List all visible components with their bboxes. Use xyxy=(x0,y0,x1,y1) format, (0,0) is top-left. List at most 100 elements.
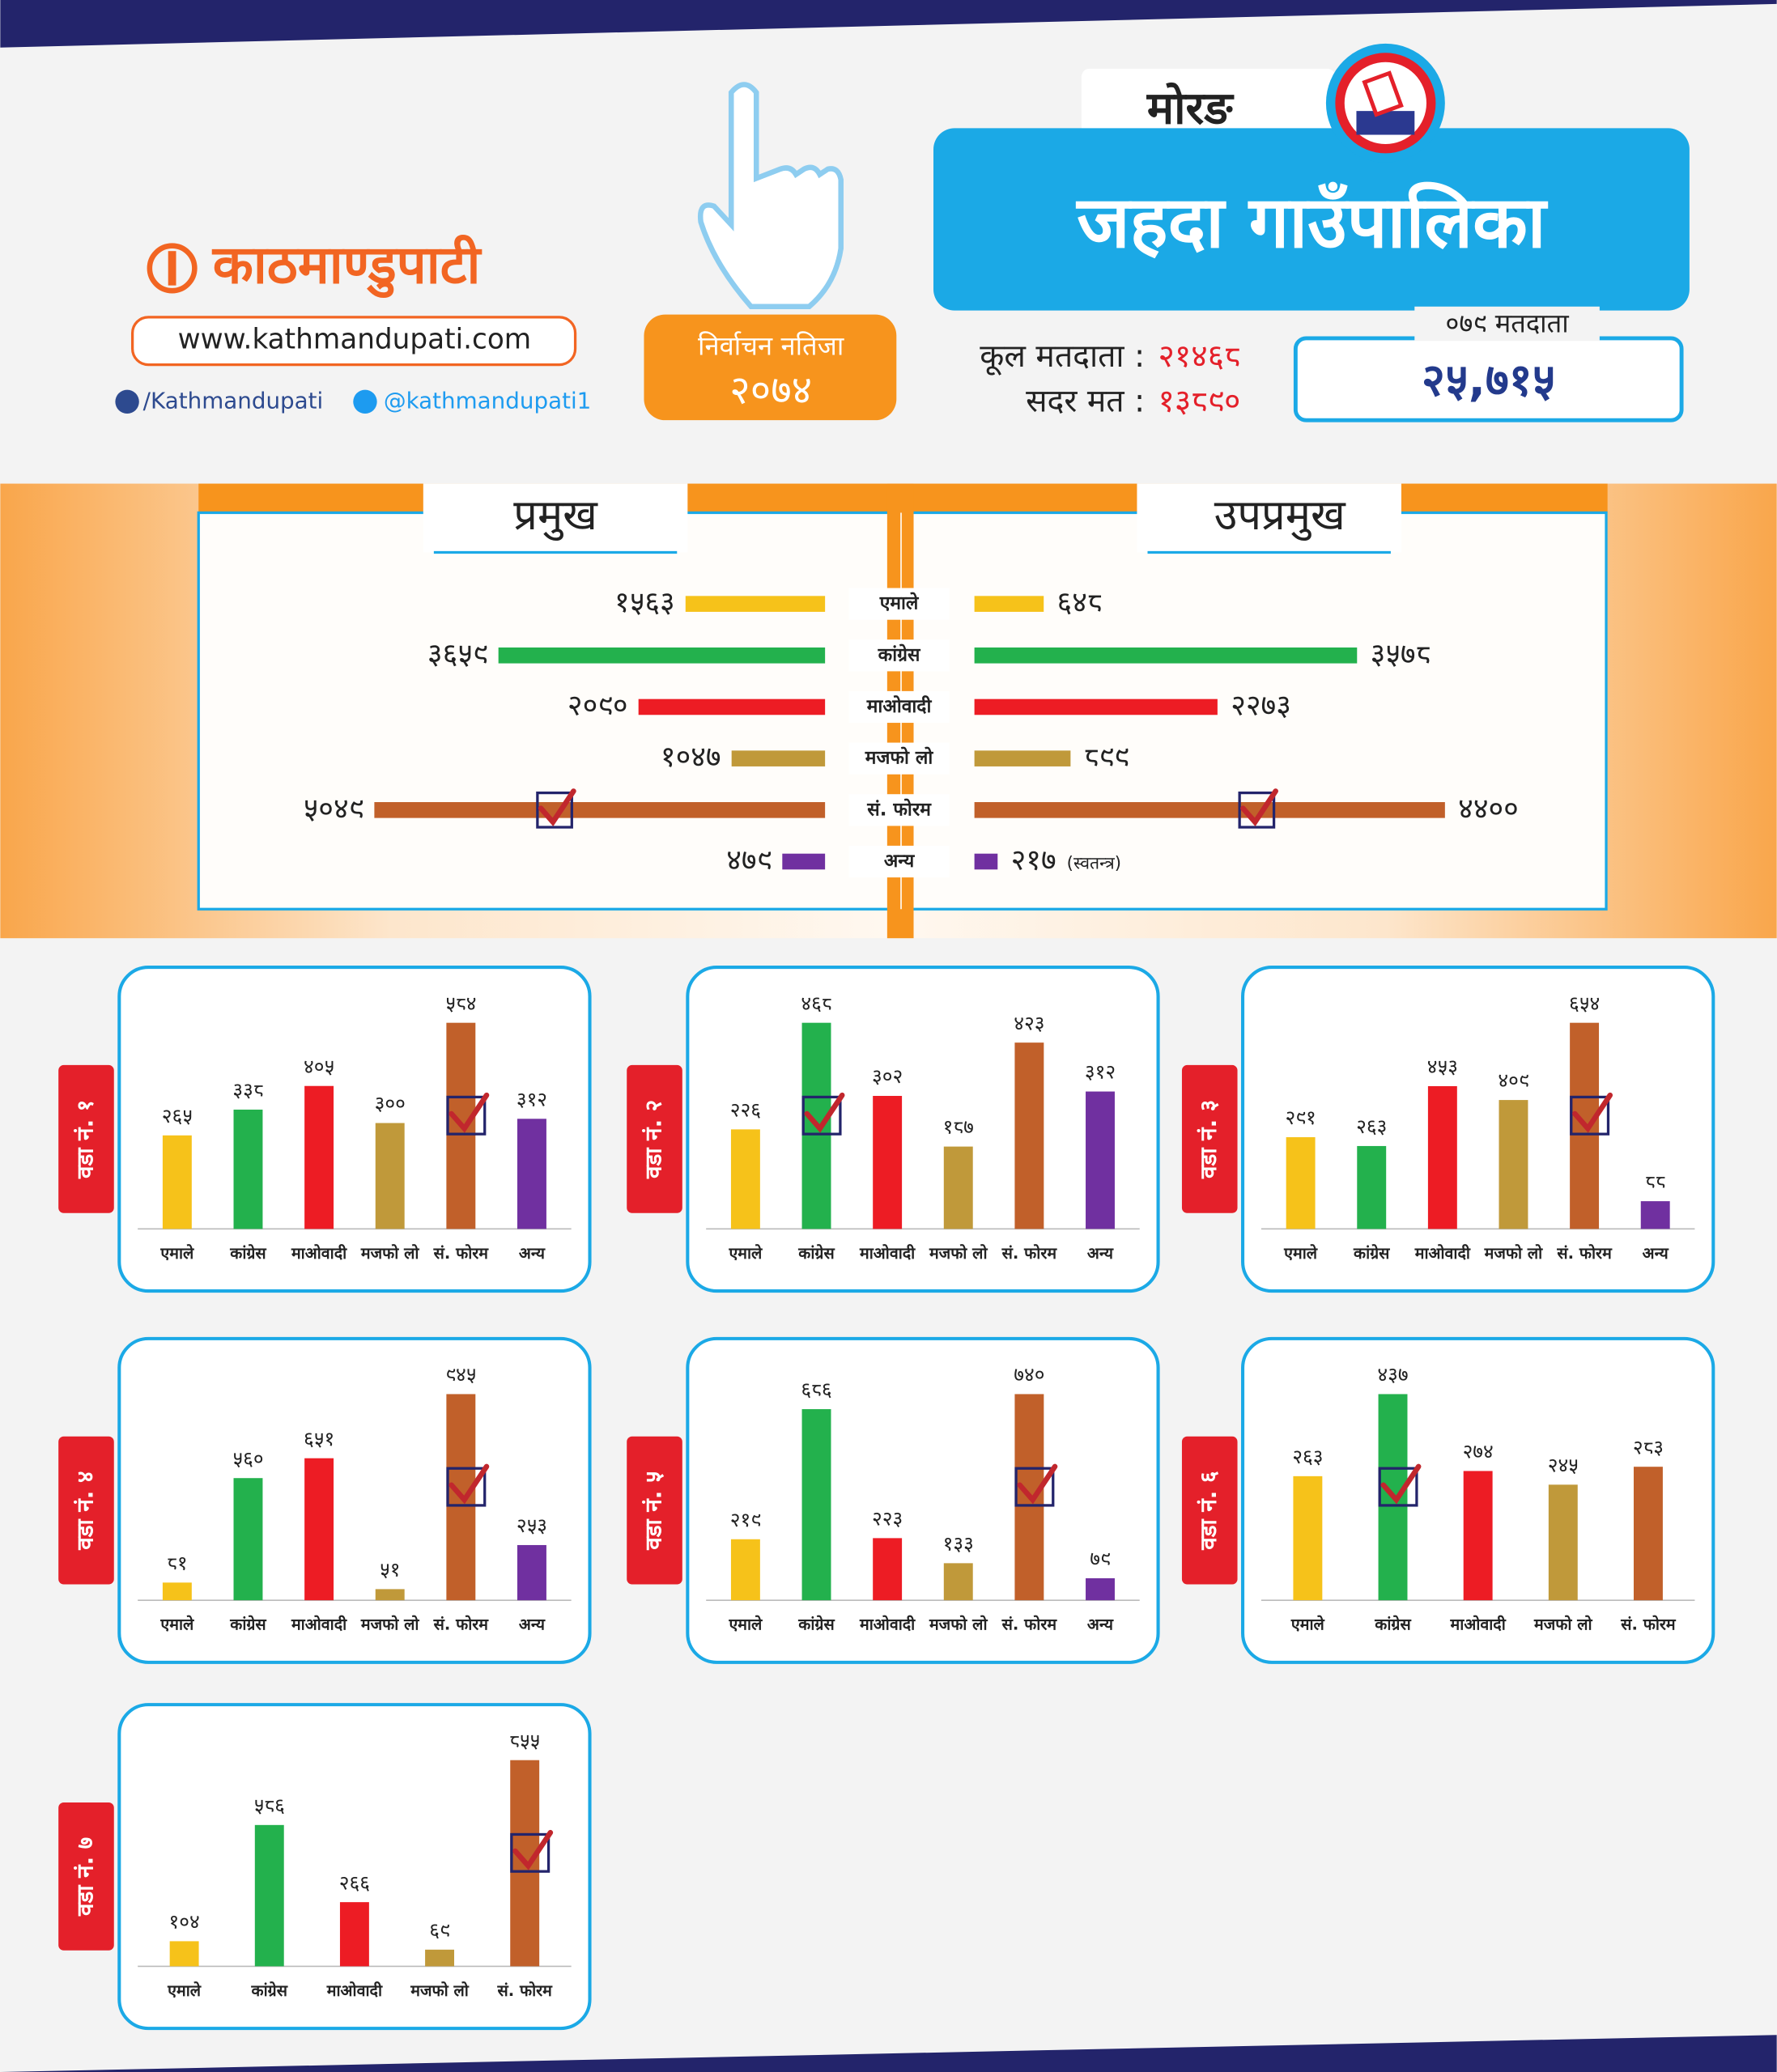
badge-year: २०७४ xyxy=(729,367,812,413)
bar xyxy=(1499,1100,1528,1229)
category-label: एमाले xyxy=(159,1616,194,1634)
category-label-box xyxy=(848,639,950,672)
category-label: मजफो लो xyxy=(865,747,934,769)
value-label: ३६५९ xyxy=(427,638,488,671)
ballot-paper xyxy=(1362,70,1404,117)
ward-title: वडा नं. ३ xyxy=(1195,1100,1222,1179)
voters-079-label: ०७९ मतदाता xyxy=(1445,308,1569,339)
bar xyxy=(517,1544,546,1601)
bar xyxy=(233,1478,263,1601)
category-label: सं. फोरम xyxy=(1620,1616,1677,1634)
bar xyxy=(339,1902,369,1967)
winner-box xyxy=(510,1832,551,1873)
category-label: कांग्रेस xyxy=(1353,1244,1390,1263)
value-label: ४३७ xyxy=(1377,1363,1408,1386)
deputy-tab xyxy=(1137,483,1401,553)
website-box xyxy=(130,316,577,367)
bar xyxy=(873,1096,903,1229)
value-label: ४६८ xyxy=(801,991,831,1015)
category-label: कांग्रेस xyxy=(251,1981,288,2000)
category-label: अन्य xyxy=(884,851,915,872)
category-label: अन्य xyxy=(1087,1244,1114,1263)
value-label: ३३८ xyxy=(232,1078,263,1102)
value-label: ६५४ xyxy=(1569,991,1600,1015)
value-label: १०४७ xyxy=(661,741,721,774)
category-label: सं. फोरम xyxy=(1001,1244,1058,1263)
winner-check xyxy=(1240,788,1278,827)
category-label: माओवादी xyxy=(1450,1616,1507,1634)
bar xyxy=(498,648,826,664)
voters-079: २५,७१५ xyxy=(1422,355,1555,407)
website: www.kathmandupati.com xyxy=(178,324,532,356)
value-label: ५६० xyxy=(232,1446,263,1470)
category-label: एमाले xyxy=(167,1981,202,2000)
bar xyxy=(1633,1467,1663,1601)
winner-box xyxy=(801,1095,842,1136)
category-label: सं. फोरम xyxy=(433,1244,490,1263)
category-label: मजफो लो xyxy=(360,1616,419,1634)
winner-box xyxy=(446,1467,487,1507)
winner-box xyxy=(1570,1095,1610,1136)
value-label: २६६ xyxy=(339,1870,370,1894)
bar xyxy=(517,1119,546,1229)
bar xyxy=(1640,1201,1670,1229)
value-label: ५०४९ xyxy=(304,792,364,826)
ward-panel xyxy=(686,1336,1160,1664)
value-label: २२७३ xyxy=(1231,689,1291,722)
municipality: जहदा गाउँपालिका xyxy=(1075,180,1549,264)
value-label: ५८६ xyxy=(254,1794,285,1817)
bar xyxy=(730,1129,760,1229)
ward-tag xyxy=(1181,1436,1238,1585)
value-label: १३३ xyxy=(943,1532,974,1556)
value-label: २६५ xyxy=(162,1104,193,1127)
category-label: मजफो लो xyxy=(1533,1616,1592,1634)
bar xyxy=(974,698,1218,715)
category-label: अन्य xyxy=(519,1244,546,1263)
ward-tag xyxy=(58,1802,114,1951)
logo-text: काठमाण्डुपाटी xyxy=(211,234,483,298)
value-label: ३०२ xyxy=(872,1064,903,1088)
ward-tag xyxy=(58,1436,114,1585)
value-label: २१९ xyxy=(730,1508,761,1531)
value-label: ६९ xyxy=(429,1918,449,1942)
twitter-handle: @kathmandupati1 xyxy=(384,387,592,414)
value-label: ३०० xyxy=(375,1092,406,1115)
ward-title: वडा नं. ७ xyxy=(71,1837,98,1917)
logo-icon-bar xyxy=(168,251,176,286)
winner-check xyxy=(512,1829,554,1870)
value-label: ६४८ xyxy=(1057,586,1103,619)
category-label: एमाले xyxy=(1283,1244,1318,1263)
ward-tag xyxy=(58,1064,114,1213)
bar xyxy=(1357,1145,1387,1229)
bar xyxy=(974,853,998,870)
category-label: माओवादी xyxy=(866,695,933,717)
value-label: २१७ xyxy=(1011,843,1056,877)
winner-box xyxy=(1378,1467,1418,1507)
ward-tag xyxy=(627,1436,682,1585)
logo-icon xyxy=(147,243,198,294)
value-label: २५३ xyxy=(517,1514,547,1537)
ward-panel xyxy=(117,1703,592,2031)
value-label: ८९९ xyxy=(1084,741,1129,774)
category-label: एमाले xyxy=(159,1244,194,1263)
bar xyxy=(254,1824,284,1967)
ward-title: वडा नं. २ xyxy=(640,1100,667,1179)
bar xyxy=(375,1123,405,1229)
bar xyxy=(1548,1484,1578,1601)
value-label: २२६ xyxy=(730,1098,761,1122)
category-label: सं. फोरम xyxy=(1001,1616,1058,1634)
winner-check xyxy=(804,1092,845,1133)
bar xyxy=(943,1146,973,1229)
valid-votes: १३८९० xyxy=(1158,383,1241,419)
bar xyxy=(233,1109,263,1229)
category-label: एमाले xyxy=(728,1244,763,1263)
value-label: ७४० xyxy=(1014,1363,1044,1386)
value-label: ४२३ xyxy=(1014,1011,1044,1034)
value-label: ४०९ xyxy=(1498,1068,1528,1092)
category-label: सं. फोरम xyxy=(866,798,932,820)
bar xyxy=(374,802,826,818)
value-label: २८३ xyxy=(1633,1435,1664,1458)
category-label: कांग्रेस xyxy=(878,643,921,665)
